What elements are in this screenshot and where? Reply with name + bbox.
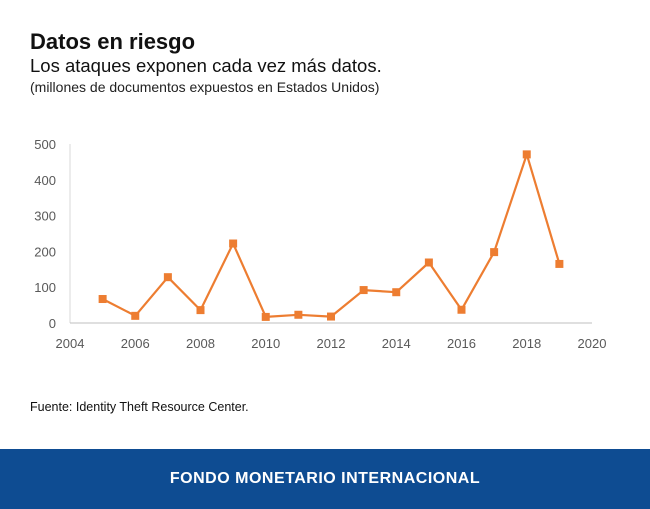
y-tick-label: 400 [34, 173, 56, 188]
data-point [359, 286, 368, 295]
data-point [163, 273, 172, 282]
chart-axes [69, 144, 592, 324]
y-tick-label: 100 [34, 280, 56, 295]
x-tick-label: 2004 [56, 336, 85, 351]
data-point [457, 305, 466, 314]
x-tick-label: 2020 [578, 336, 607, 351]
chart-plot-area [98, 150, 564, 321]
x-tick-label: 2018 [512, 336, 541, 351]
y-tick-label: 500 [34, 137, 56, 152]
data-point [131, 311, 140, 320]
data-point [196, 306, 205, 315]
chart-units-note: (millones de documentos expuestos en Est… [30, 79, 380, 95]
source-note: Fuente: Identity Theft Resource Center. [30, 400, 249, 414]
data-point [294, 310, 303, 319]
data-point [555, 259, 564, 268]
data-point [424, 258, 433, 267]
footer-banner: FONDO MONETARIO INTERNACIONAL [0, 449, 650, 509]
y-tick-label: 0 [49, 316, 56, 331]
chart-tick-labels: 0 100 200 300 400 500 2004 2006 2008 2010 2012 2014… [34, 137, 606, 351]
footer-brand: FONDO MONETARIO INTERNACIONAL [169, 470, 481, 487]
data-point [392, 288, 401, 297]
x-tick-label: 2012 [317, 336, 346, 351]
x-tick-label: 2010 [251, 336, 280, 351]
data-point [261, 312, 270, 321]
series-line [102, 153, 561, 318]
data-point [98, 295, 107, 304]
y-tick-label: 300 [34, 209, 56, 224]
x-tick-label: 2014 [382, 336, 411, 351]
line-chart: 0 100 200 300 400 500 2004 2006 2008 2010 2012 2014… [34, 137, 606, 351]
y-tick-label: 200 [34, 244, 56, 259]
chart-subtitle: Los ataques exponen cada vez más datos. [30, 55, 382, 76]
data-point [327, 312, 335, 321]
x-tick-label: 2016 [447, 336, 476, 351]
x-tick-label: 2008 [186, 336, 215, 351]
data-point [522, 150, 531, 159]
chart-title: Datos en riesgo [30, 29, 196, 54]
data-point [490, 248, 499, 257]
data-point [229, 239, 238, 248]
x-tick-label: 2006 [121, 336, 150, 351]
